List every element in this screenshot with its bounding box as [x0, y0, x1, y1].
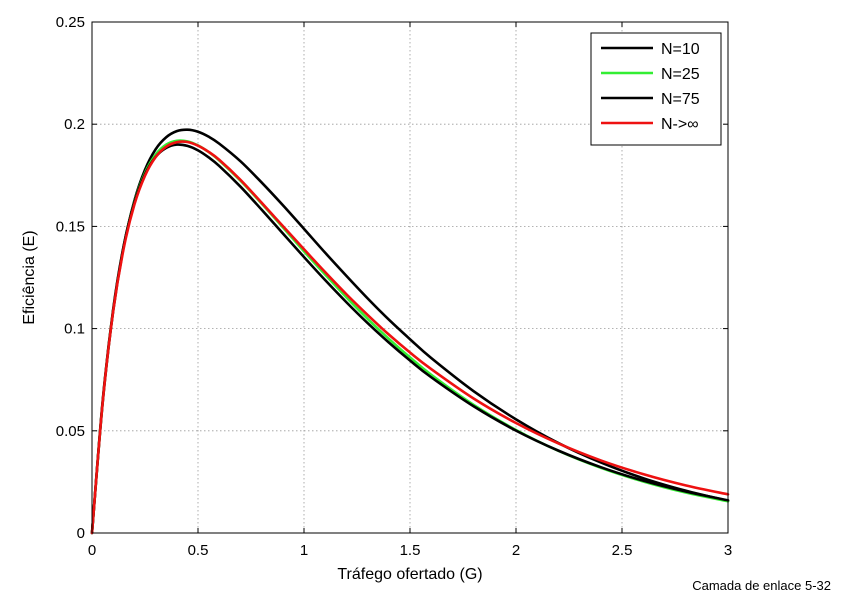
axis-ticks: 0 0.5 1 1.5 2 2.5 3 0 0.05 0.1 0.15 0.2 0.25 — [56, 14, 732, 559]
y-tick-label: 0.15 — [56, 218, 85, 235]
x-tick-label: 0.5 — [188, 542, 209, 559]
x-tick-label: 3 — [724, 542, 732, 559]
y-tick-label: 0.2 — [64, 116, 85, 133]
legend-box — [590, 32, 722, 146]
legend-label: N=10 — [661, 41, 700, 58]
legend-label: N=25 — [661, 66, 700, 83]
y-tick-label: 0 — [77, 525, 85, 542]
legend-label: N=75 — [661, 91, 700, 108]
y-tick-label: 0.05 — [56, 423, 85, 440]
x-tick-label: 2 — [512, 542, 520, 559]
series-line-n-3 — [90, 140, 730, 535]
x-tick-label: 0 — [88, 542, 96, 559]
y-axis-label: Eficiência (E) — [21, 230, 38, 324]
x-tick-label: 2.5 — [612, 542, 633, 559]
legend-label: N->∞ — [661, 116, 699, 133]
y-tick-label: 0.1 — [64, 321, 85, 338]
series-lines — [90, 128, 730, 535]
y-tick-label: 0.25 — [56, 14, 85, 31]
legend: N=10 N=25 N=75 N->∞ — [590, 32, 722, 146]
x-tick-label: 1.5 — [400, 542, 421, 559]
x-axis-label: Tráfego ofertado (G) — [337, 566, 482, 583]
x-tick-label: 1 — [300, 542, 308, 559]
slide-footer: Camada de enlace 5-32 — [692, 578, 831, 593]
